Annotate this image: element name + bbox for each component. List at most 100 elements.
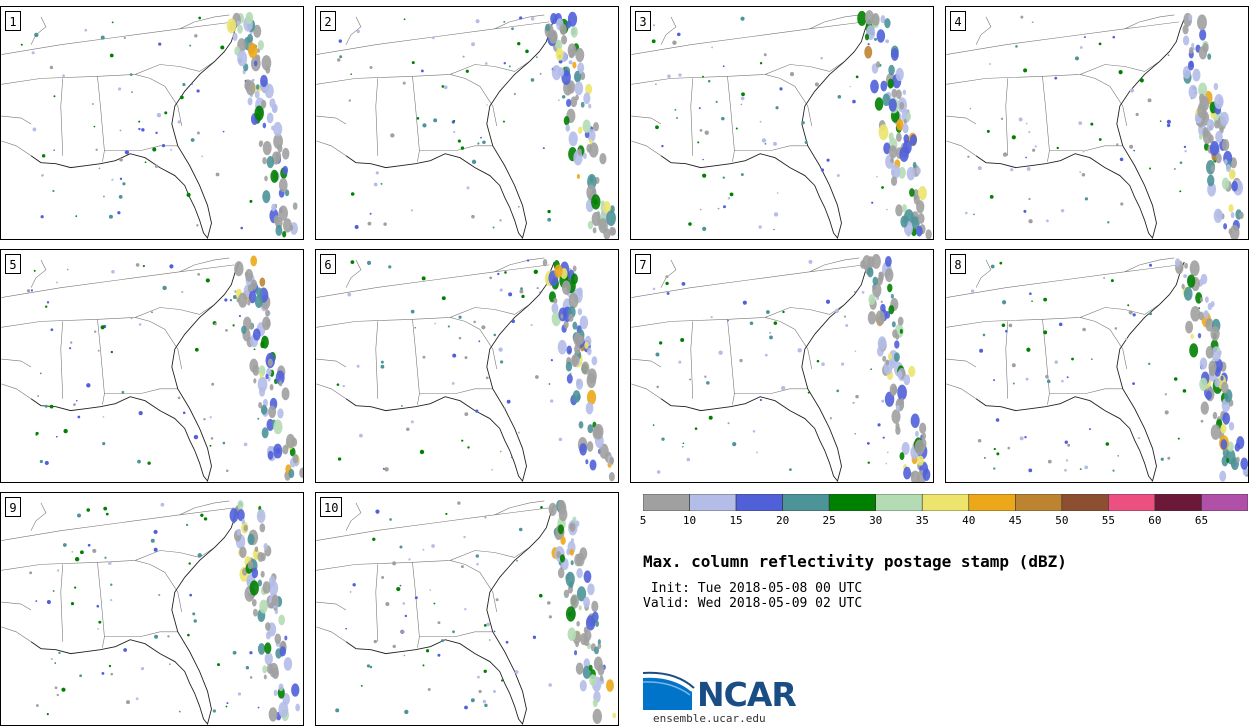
reflectivity-echo <box>366 664 371 668</box>
reflectivity-echo <box>667 74 671 78</box>
reflectivity-echo <box>566 80 576 94</box>
reflectivity-echo <box>558 437 563 442</box>
reflectivity-echo <box>550 12 558 25</box>
reflectivity-echo <box>678 360 682 364</box>
reflectivity-echo <box>186 192 191 197</box>
reflectivity-echo <box>903 134 910 144</box>
reflectivity-echo <box>80 550 84 555</box>
reflectivity-echo <box>169 663 171 665</box>
reflectivity-echo <box>885 462 888 465</box>
reflectivity-echo <box>878 124 889 141</box>
reflectivity-echo <box>775 106 779 110</box>
reflectivity-echo <box>1005 329 1008 333</box>
reflectivity-echo <box>241 325 247 335</box>
reflectivity-echo <box>882 436 885 439</box>
reflectivity-echo <box>1112 35 1116 39</box>
reflectivity-echo <box>410 209 413 212</box>
reflectivity-echo <box>190 138 195 142</box>
logo-url: ensemble.ucar.edu <box>653 712 766 725</box>
reflectivity-echo <box>727 319 729 322</box>
reflectivity-echo <box>577 148 582 156</box>
state-border <box>631 115 662 125</box>
reflectivity-echo <box>77 415 81 419</box>
reflectivity-echo <box>257 40 265 51</box>
reflectivity-echo <box>652 24 656 27</box>
reflectivity-echo <box>548 683 552 687</box>
reflectivity-echo <box>888 305 895 315</box>
reflectivity-echo <box>849 85 852 88</box>
reflectivity-echo <box>569 523 573 530</box>
state-border <box>1080 317 1128 370</box>
reflectivity-echo <box>1110 279 1114 283</box>
reflectivity-echo <box>503 20 506 23</box>
reflectivity-echo <box>1210 424 1221 440</box>
reflectivity-echo <box>570 560 574 566</box>
reflectivity-echo <box>577 62 585 74</box>
state-border <box>734 388 808 395</box>
reflectivity-echo <box>906 112 911 121</box>
reflectivity-echo <box>254 295 263 308</box>
reflectivity-echo <box>853 290 856 293</box>
state-border <box>412 319 420 405</box>
reflectivity-echo <box>568 131 578 147</box>
reflectivity-echo <box>661 144 664 148</box>
reflectivity-echo <box>381 575 385 579</box>
reflectivity-echo <box>141 128 145 132</box>
state-border <box>316 626 347 642</box>
reflectivity-echo <box>1025 156 1028 159</box>
reflectivity-echo <box>291 683 300 697</box>
reflectivity-echo <box>722 65 725 68</box>
reflectivity-echo <box>244 271 249 277</box>
state-border <box>946 115 977 125</box>
reflectivity-echo <box>410 309 415 314</box>
reflectivity-echo <box>41 154 46 158</box>
reflectivity-echo <box>349 591 352 593</box>
reflectivity-echo <box>1081 172 1086 177</box>
reflectivity-echo <box>1199 93 1205 103</box>
reflectivity-echo <box>92 548 97 553</box>
colorbar-tick-label: 65 <box>1194 514 1209 527</box>
reflectivity-echo <box>557 567 565 579</box>
reflectivity-echo <box>583 92 591 105</box>
reflectivity-echo <box>533 269 538 274</box>
reflectivity-echo <box>63 428 68 434</box>
reflectivity-echo <box>69 347 72 350</box>
reflectivity-echo <box>284 635 288 641</box>
reflectivity-echo <box>727 196 731 200</box>
member-panel-9: 9 <box>0 492 304 726</box>
reflectivity-echo <box>262 581 271 594</box>
reflectivity-echo <box>1166 123 1171 128</box>
reflectivity-echo <box>665 275 669 279</box>
reflectivity-echo <box>570 538 574 544</box>
reflectivity-echo <box>585 615 596 631</box>
reflectivity-echo <box>222 441 226 445</box>
colorbar-tick-label: 50 <box>1055 514 1069 527</box>
reflectivity-echo <box>575 378 584 390</box>
reflectivity-echo <box>499 288 503 292</box>
reflectivity-echo <box>50 657 53 661</box>
reflectivity-map <box>316 11 617 239</box>
state-border <box>1124 14 1175 30</box>
reflectivity-echo <box>1221 139 1230 151</box>
reflectivity-echo <box>834 308 840 313</box>
reflectivity-echo <box>1205 390 1212 401</box>
reflectivity-echo <box>887 353 893 360</box>
state-border <box>660 16 677 45</box>
state-border <box>494 257 545 273</box>
reflectivity-echo <box>463 535 466 539</box>
reflectivity-echo <box>560 536 566 545</box>
reflectivity-echo <box>1090 122 1094 126</box>
reflectivity-echo <box>1133 149 1136 152</box>
reflectivity-echo <box>758 225 762 229</box>
reflectivity-echo <box>471 159 477 165</box>
reflectivity-echo <box>860 260 866 269</box>
reflectivity-echo <box>256 509 266 524</box>
reflectivity-echo <box>1214 120 1220 129</box>
reflectivity-echo <box>233 295 237 299</box>
reflectivity-echo <box>35 600 38 602</box>
reflectivity-echo <box>1067 443 1071 447</box>
colorbar-tick-label: 30 <box>869 514 883 527</box>
reflectivity-echo <box>421 276 426 281</box>
reflectivity-echo <box>602 201 611 214</box>
reflectivity-echo <box>1001 323 1006 328</box>
